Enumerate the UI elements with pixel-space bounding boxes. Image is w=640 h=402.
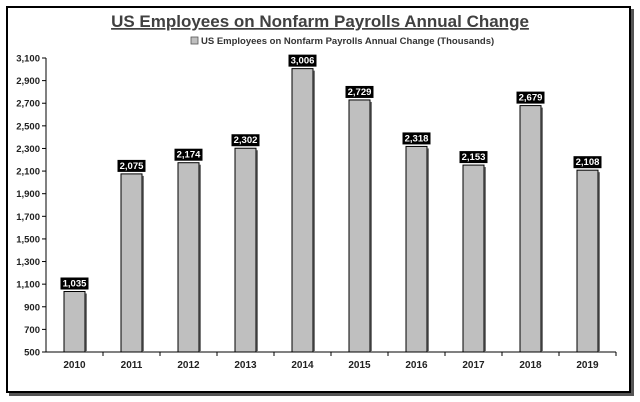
y-tick-label: 900 [24,302,40,313]
y-tick-label: 1,700 [16,212,40,223]
legend-swatch [190,36,199,45]
data-label-box [288,54,317,67]
y-tick-label: 3,100 [16,54,40,65]
data-label-box [459,151,488,164]
legend-label: US Employees on Nonfarm Payrolls Annual … [201,36,494,47]
y-tick-label: 2,100 [16,167,40,178]
x-tick-label: 2013 [234,360,257,371]
bar [177,162,200,353]
data-label: 1,035 [63,279,87,290]
data-label: 2,174 [177,150,201,161]
x-tick-label: 2014 [291,360,314,371]
y-tick-label: 1,500 [16,234,40,245]
y-tick-label: 2,500 [16,121,40,132]
y-tick-label: 700 [24,325,40,336]
data-label-box [573,156,602,169]
bar [63,291,86,353]
y-tick-label: 1,100 [16,280,40,291]
data-label-box [174,148,203,161]
data-label: 2,075 [120,161,144,172]
data-label: 2,679 [519,93,543,104]
x-tick-label: 2010 [63,360,86,371]
legend: US Employees on Nonfarm Payrolls Annual … [190,36,494,47]
x-tick-label: 2019 [576,360,599,371]
bar [120,173,143,353]
y-tick-label: 1,300 [16,257,40,268]
bar [576,169,599,353]
y-tick-label: 2,700 [16,99,40,110]
y-tick-label: 2,900 [16,76,40,87]
data-label-box [516,91,545,104]
x-tick-label: 2016 [405,360,428,371]
bar [462,164,485,353]
bar [405,145,428,353]
data-label: 2,318 [405,133,429,144]
bar [348,99,371,353]
x-tick-label: 2015 [348,360,371,371]
data-labels: 1,035 2,075 2,174 2,302 3,006 2,729 2,318 2,153… [60,54,602,290]
data-label-box [402,132,431,145]
data-label: 2,153 [462,152,486,163]
y-tick-label: 500 [24,348,40,359]
chart-title: US Employees on Nonfarm Payrolls Annual … [111,12,529,31]
data-label: 2,302 [234,135,258,146]
data-label-box [117,159,146,172]
y-tick-label: 2,300 [16,144,40,155]
x-tick-label: 2012 [177,360,200,371]
data-label-box [60,277,89,290]
bar [291,68,314,353]
bar [234,147,257,353]
data-label: 2,108 [576,157,600,168]
x-tick-label: 2017 [462,360,485,371]
data-label-box [231,134,260,147]
x-tick-label: 2011 [121,360,143,371]
x-tick-label: 2018 [519,360,542,371]
bars [63,68,600,353]
data-label: 3,006 [291,56,315,67]
y-tick-label: 1,900 [16,189,40,200]
bar [519,105,542,353]
data-label: 2,729 [348,87,372,98]
data-label-box [345,85,374,98]
